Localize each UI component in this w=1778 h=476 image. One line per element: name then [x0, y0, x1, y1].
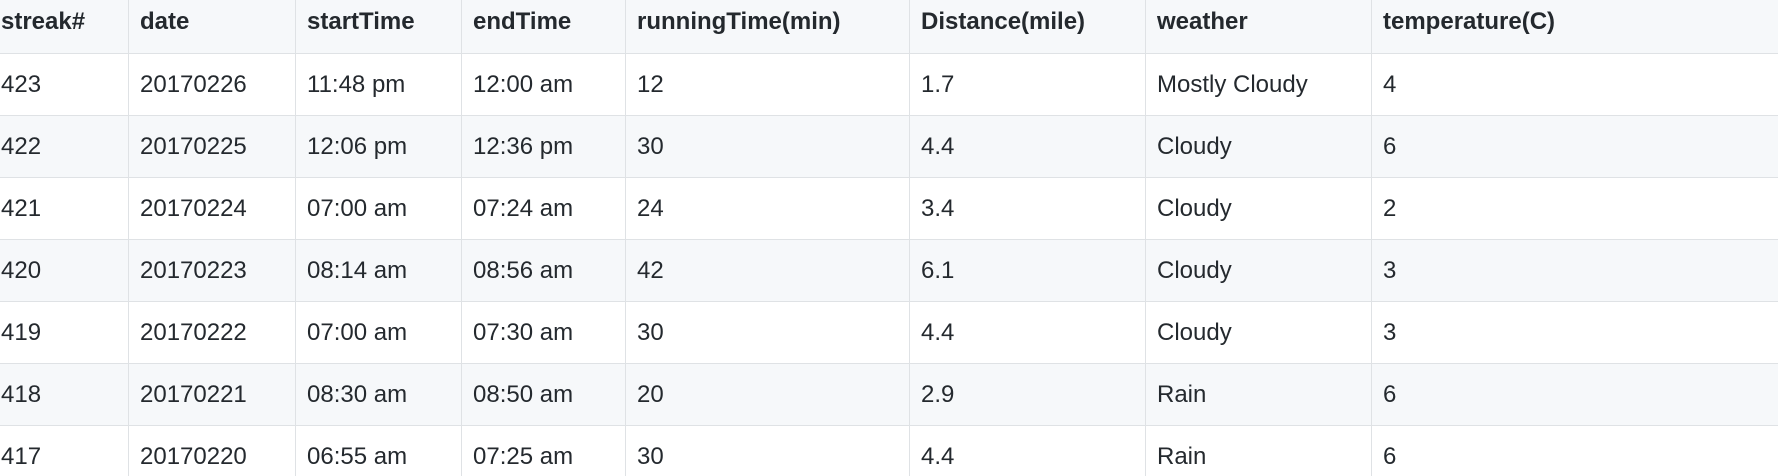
cell-end-time: 08:50 am: [461, 363, 626, 426]
cell-distance: 6.1: [909, 239, 1146, 302]
cell-temperature: 4: [1371, 53, 1778, 116]
cell-date: 20170221: [128, 363, 296, 426]
cell-temperature: 6: [1371, 425, 1778, 476]
table-row: 419 20170222 07:00 am 07:30 am 30 4.4 Cl…: [0, 301, 1778, 364]
table-row: 420 20170223 08:14 am 08:56 am 42 6.1 Cl…: [0, 239, 1778, 302]
cell-running-time: 42: [625, 239, 910, 302]
table-row: 422 20170225 12:06 pm 12:36 pm 30 4.4 Cl…: [0, 115, 1778, 178]
cell-temperature: 3: [1371, 239, 1778, 302]
column-header-end-time: endTime: [461, 0, 626, 54]
table-header: streak# date startTime endTime runningTi…: [0, 0, 1778, 54]
cell-distance: 4.4: [909, 425, 1146, 476]
cell-streak: 420: [0, 239, 129, 302]
cell-streak: 418: [0, 363, 129, 426]
cell-start-time: 11:48 pm: [295, 53, 462, 116]
cell-streak: 419: [0, 301, 129, 364]
cell-temperature: 6: [1371, 115, 1778, 178]
table-row: 417 20170220 06:55 am 07:25 am 30 4.4 Ra…: [0, 425, 1778, 476]
cell-streak: 417: [0, 425, 129, 476]
cell-running-time: 12: [625, 53, 910, 116]
cell-weather: Rain: [1145, 425, 1372, 476]
cell-date: 20170220: [128, 425, 296, 476]
cell-weather: Cloudy: [1145, 301, 1372, 364]
cell-end-time: 07:30 am: [461, 301, 626, 364]
cell-streak: 422: [0, 115, 129, 178]
cell-start-time: 12:06 pm: [295, 115, 462, 178]
column-header-streak: streak#: [0, 0, 129, 54]
cell-distance: 4.4: [909, 301, 1146, 364]
table-row: 418 20170221 08:30 am 08:50 am 20 2.9 Ra…: [0, 363, 1778, 426]
cell-date: 20170226: [128, 53, 296, 116]
cell-end-time: 12:36 pm: [461, 115, 626, 178]
column-header-date: date: [128, 0, 296, 54]
cell-running-time: 30: [625, 425, 910, 476]
cell-running-time: 20: [625, 363, 910, 426]
cell-distance: 1.7: [909, 53, 1146, 116]
cell-start-time: 08:14 am: [295, 239, 462, 302]
column-header-distance: Distance(mile): [909, 0, 1146, 54]
cell-weather: Cloudy: [1145, 115, 1372, 178]
cell-date: 20170223: [128, 239, 296, 302]
cell-distance: 4.4: [909, 115, 1146, 178]
cell-distance: 2.9: [909, 363, 1146, 426]
cell-distance: 3.4: [909, 177, 1146, 240]
cell-end-time: 12:00 am: [461, 53, 626, 116]
header-row: streak# date startTime endTime runningTi…: [0, 0, 1778, 54]
cell-weather: Cloudy: [1145, 177, 1372, 240]
cell-running-time: 24: [625, 177, 910, 240]
cell-start-time: 07:00 am: [295, 301, 462, 364]
cell-end-time: 08:56 am: [461, 239, 626, 302]
cell-date: 20170224: [128, 177, 296, 240]
column-header-start-time: startTime: [295, 0, 462, 54]
cell-streak: 423: [0, 53, 129, 116]
cell-end-time: 07:24 am: [461, 177, 626, 240]
cell-start-time: 06:55 am: [295, 425, 462, 476]
cell-streak: 421: [0, 177, 129, 240]
cell-date: 20170225: [128, 115, 296, 178]
cell-running-time: 30: [625, 301, 910, 364]
cell-start-time: 08:30 am: [295, 363, 462, 426]
table-row: 421 20170224 07:00 am 07:24 am 24 3.4 Cl…: [0, 177, 1778, 240]
column-header-temperature: temperature(C): [1371, 0, 1778, 54]
cell-running-time: 30: [625, 115, 910, 178]
table-row: 423 20170226 11:48 pm 12:00 am 12 1.7 Mo…: [0, 53, 1778, 116]
cell-temperature: 3: [1371, 301, 1778, 364]
cell-temperature: 6: [1371, 363, 1778, 426]
column-header-running-time: runningTime(min): [625, 0, 910, 54]
cell-weather: Cloudy: [1145, 239, 1372, 302]
cell-temperature: 2: [1371, 177, 1778, 240]
table-body: 423 20170226 11:48 pm 12:00 am 12 1.7 Mo…: [0, 53, 1778, 476]
cell-weather: Mostly Cloudy: [1145, 53, 1372, 116]
cell-weather: Rain: [1145, 363, 1372, 426]
cell-date: 20170222: [128, 301, 296, 364]
column-header-weather: weather: [1145, 0, 1372, 54]
cell-start-time: 07:00 am: [295, 177, 462, 240]
cell-end-time: 07:25 am: [461, 425, 626, 476]
